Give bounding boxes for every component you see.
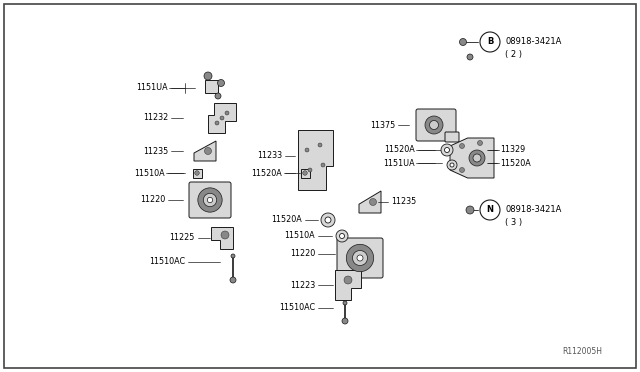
Text: 11329: 11329 <box>500 145 525 154</box>
Text: 11520A: 11520A <box>500 158 531 167</box>
Text: 11510AC: 11510AC <box>149 257 185 266</box>
Text: 11235: 11235 <box>143 147 168 155</box>
Circle shape <box>204 72 212 80</box>
Circle shape <box>204 193 217 207</box>
Circle shape <box>308 168 312 172</box>
FancyBboxPatch shape <box>337 238 383 278</box>
Text: 11223: 11223 <box>290 280 315 289</box>
FancyBboxPatch shape <box>189 182 231 218</box>
Text: ( 3 ): ( 3 ) <box>505 218 522 227</box>
Text: 11520A: 11520A <box>384 145 415 154</box>
FancyBboxPatch shape <box>301 169 310 177</box>
Circle shape <box>207 197 212 203</box>
Circle shape <box>425 116 443 134</box>
Circle shape <box>218 80 225 87</box>
Circle shape <box>342 318 348 324</box>
Text: R112005H: R112005H <box>562 347 602 356</box>
Circle shape <box>460 144 465 148</box>
Circle shape <box>357 255 363 261</box>
Text: 11520A: 11520A <box>271 215 302 224</box>
Text: 11233: 11233 <box>257 151 282 160</box>
Circle shape <box>353 250 367 266</box>
Circle shape <box>441 144 453 156</box>
Polygon shape <box>335 270 361 300</box>
Circle shape <box>231 254 235 258</box>
Circle shape <box>321 163 325 167</box>
Circle shape <box>336 230 348 242</box>
Circle shape <box>346 244 374 272</box>
Text: 11375: 11375 <box>370 121 395 129</box>
Circle shape <box>445 148 449 153</box>
Circle shape <box>221 231 229 239</box>
Text: 11232: 11232 <box>143 113 168 122</box>
Circle shape <box>480 200 500 220</box>
Circle shape <box>198 188 222 212</box>
Circle shape <box>480 32 500 52</box>
Text: ( 2 ): ( 2 ) <box>505 49 522 58</box>
Text: 11510A: 11510A <box>134 169 165 177</box>
Circle shape <box>303 171 307 175</box>
Circle shape <box>220 116 224 120</box>
Polygon shape <box>298 130 333 190</box>
Circle shape <box>343 301 347 305</box>
Text: 08918-3421A: 08918-3421A <box>505 38 561 46</box>
Circle shape <box>429 121 438 129</box>
Circle shape <box>321 213 335 227</box>
Circle shape <box>230 277 236 283</box>
Text: 11510A: 11510A <box>284 231 315 241</box>
Circle shape <box>225 111 229 115</box>
FancyBboxPatch shape <box>445 132 459 142</box>
FancyBboxPatch shape <box>416 109 456 141</box>
Polygon shape <box>359 191 381 213</box>
Polygon shape <box>208 103 236 133</box>
Polygon shape <box>205 80 218 93</box>
Circle shape <box>205 148 211 154</box>
Circle shape <box>450 163 454 167</box>
Circle shape <box>447 160 457 170</box>
Circle shape <box>339 234 344 238</box>
Circle shape <box>344 276 352 284</box>
Circle shape <box>473 154 481 162</box>
Text: 11235: 11235 <box>391 198 416 206</box>
Circle shape <box>466 206 474 214</box>
Polygon shape <box>450 138 494 178</box>
Text: 11220: 11220 <box>140 196 165 205</box>
Circle shape <box>460 167 465 173</box>
Circle shape <box>215 93 221 99</box>
Circle shape <box>305 148 309 152</box>
Text: 11220: 11220 <box>290 250 315 259</box>
Circle shape <box>215 121 219 125</box>
Text: 11510AC: 11510AC <box>279 304 315 312</box>
Text: 1151UA: 1151UA <box>136 83 168 93</box>
Text: 11225: 11225 <box>170 234 195 243</box>
Text: 11520A: 11520A <box>252 169 282 177</box>
Text: N: N <box>486 205 493 215</box>
Circle shape <box>460 38 467 45</box>
Circle shape <box>318 143 322 147</box>
Circle shape <box>195 171 199 175</box>
Circle shape <box>325 217 331 223</box>
FancyBboxPatch shape <box>193 169 202 177</box>
Text: B: B <box>487 38 493 46</box>
Circle shape <box>477 141 483 145</box>
Text: 08918-3421A: 08918-3421A <box>505 205 561 215</box>
Polygon shape <box>211 227 233 249</box>
Text: 1151UA: 1151UA <box>383 158 415 167</box>
Circle shape <box>469 150 485 166</box>
Circle shape <box>467 54 473 60</box>
Polygon shape <box>194 141 216 161</box>
Circle shape <box>369 199 376 205</box>
